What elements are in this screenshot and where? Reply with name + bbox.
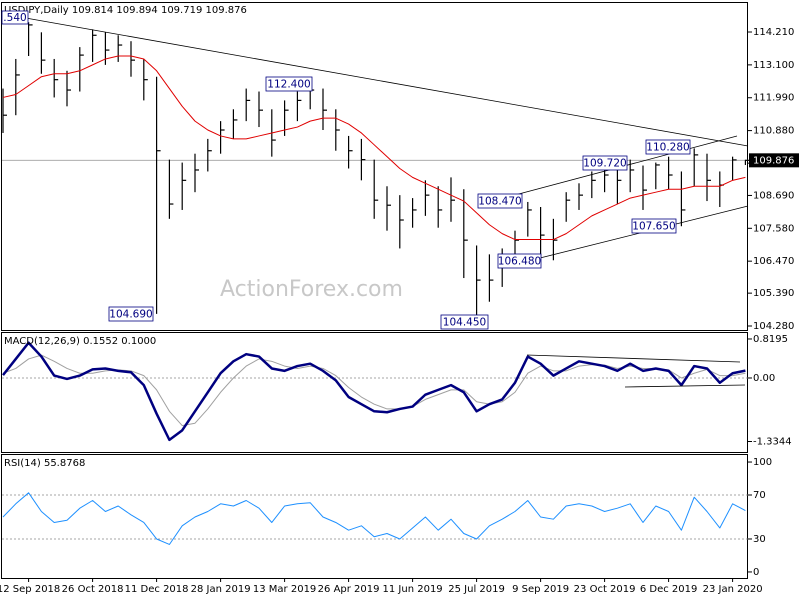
y-tick-label: 113.100 [753, 60, 794, 71]
annotation-box [265, 76, 313, 92]
y-tick-label: 106.470 [753, 256, 794, 267]
x-tick-label: 6 Dec 2019 [640, 584, 698, 595]
x-tick-label: 12 Sep 2018 [0, 584, 60, 595]
x-tick-label: 9 Sep 2019 [512, 584, 569, 595]
x-tick-label: 25 Jul 2019 [448, 584, 505, 595]
x-tick-label: 28 Jan 2019 [191, 584, 251, 595]
annotation: 112.400 [267, 79, 310, 91]
annotation: 107.650 [632, 221, 675, 233]
annotation-box [477, 193, 523, 209]
x-tick-label: 11 Dec 2018 [125, 584, 189, 595]
watermark: ActionForex.com [220, 277, 403, 302]
indicator-line [2, 492, 746, 545]
rsi-title: RSI(14) 55.8768 [4, 458, 85, 469]
y-tick-label: 105.390 [753, 288, 794, 299]
annotation-box [108, 306, 154, 322]
macd-panel [1, 332, 748, 453]
y-tick-label: 110.880 [753, 126, 794, 137]
annotation: 106.480 [498, 256, 541, 268]
y-tick-label: 114.210 [753, 27, 794, 38]
chart-title: USDJPY,Daily 109.814 109.894 109.719 109… [4, 5, 247, 16]
x-tick-label: 11 Jun 2019 [383, 584, 443, 595]
annotation-box [645, 139, 691, 155]
annotation: 110.280 [646, 142, 689, 154]
y-tick-label: 111.990 [753, 93, 794, 104]
x-tick-label: 26 Oct 2018 [62, 584, 124, 595]
annotation: 109.720 [583, 158, 626, 170]
annotation-box [440, 314, 489, 330]
y-tick-label: 0.00 [753, 373, 775, 384]
last-price-label: 109.876 [753, 155, 794, 166]
rsi-panel [1, 454, 748, 579]
y-tick-label: 70 [753, 490, 766, 501]
macd-trendline [624, 384, 746, 388]
annotation-box [1, 10, 29, 25]
x-tick-label: 23 Oct 2019 [574, 584, 636, 595]
annotation-box [582, 155, 628, 171]
price-panel [1, 2, 748, 331]
last-price-tag [749, 153, 799, 168]
x-tick-label: 13 Mar 2019 [253, 584, 316, 595]
y-tick-label: 30 [753, 534, 766, 545]
annotation: 104.450 [443, 317, 486, 329]
x-tick-label: 23 Jan 2020 [703, 584, 763, 595]
moving-average [2, 55, 746, 241]
y-tick-label: 100 [753, 457, 772, 468]
y-tick-label: 107.580 [753, 223, 794, 234]
x-tick-label: 26 Apr 2019 [318, 584, 380, 595]
macd-trendline [526, 354, 741, 363]
annotation-box [631, 218, 677, 234]
annotation: 108.470 [478, 196, 521, 208]
y-tick-label: 108.690 [753, 190, 794, 201]
y-tick-label: -1.3344 [753, 436, 792, 447]
y-tick-label: 104.280 [753, 321, 794, 332]
y-tick-label: 0 [753, 567, 759, 578]
macd-title: MACD(12,26,9) 0.1552 0.1000 [4, 336, 156, 347]
annotation: 104.690 [109, 309, 152, 321]
annotation-box [497, 253, 542, 269]
annotation: .540 [3, 12, 26, 24]
y-tick-label: 0.8195 [753, 334, 788, 345]
trendline [19, 16, 749, 147]
indicator-line [2, 341, 746, 442]
